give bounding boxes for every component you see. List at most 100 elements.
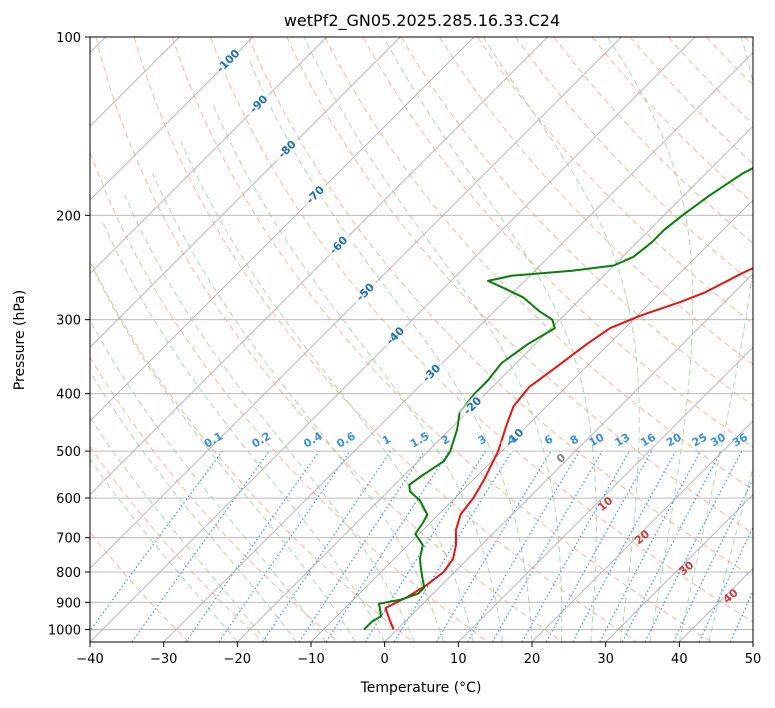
dry-adiabat-line — [90, 356, 339, 642]
y-tick-label: 600 — [56, 492, 81, 507]
dry-adiabat-line — [400, 37, 753, 407]
mixing-ratio-label: 0.4 — [301, 429, 325, 450]
dry-adiabat-line — [90, 150, 488, 642]
moist-adiabat-line — [124, 195, 415, 642]
mixing-ratio-line — [262, 450, 392, 642]
mixing-ratio-line — [298, 450, 425, 642]
mixing-ratio-label: 0.1 — [202, 430, 225, 451]
moist-adiabat-line — [249, 61, 533, 642]
isotherm-line — [90, 37, 327, 275]
x-tick-label: 50 — [745, 652, 762, 667]
x-tick-label: −20 — [224, 652, 251, 667]
dewpoint-line — [363, 167, 753, 631]
mixing-ratio-line — [131, 450, 270, 642]
isotherm-line — [163, 52, 753, 642]
moist-adiabat-line — [90, 416, 268, 642]
x-tick-label: 20 — [524, 652, 541, 667]
mixing-ratio-label: 3 — [476, 433, 489, 448]
mixing-ratio-label: 0.2 — [250, 430, 273, 451]
mixing-ratio-label: 6 — [542, 432, 555, 447]
mixing-ratio-line — [364, 450, 486, 642]
isotherm-line — [90, 37, 254, 201]
y-tick-label: 100 — [56, 31, 81, 46]
dry-adiabat-line — [133, 37, 638, 642]
mixing-ratio-line — [185, 450, 320, 642]
y-tick-label: 900 — [56, 596, 81, 611]
dry-adiabat-line — [668, 37, 753, 125]
label-backdrop — [272, 134, 303, 165]
moist-adiabat-line — [303, 37, 563, 642]
mixing-ratio-label: 1.5 — [408, 430, 431, 451]
mixing-ratio-line — [672, 478, 753, 642]
moist-adiabat-line — [212, 104, 503, 642]
y-tick-label: 500 — [56, 445, 81, 460]
isotherm-line — [384, 273, 753, 642]
y-tick-label: 400 — [56, 388, 81, 403]
dry-adiabat-line — [95, 37, 563, 642]
mixing-ratio-label: 36 — [730, 430, 750, 449]
x-tick-label: −40 — [76, 652, 103, 667]
mixing-ratio-label: 30 — [708, 430, 728, 449]
mixing-ratio-line — [90, 450, 223, 632]
dry-adiabat-line — [744, 37, 753, 47]
moist-adiabat-line — [90, 260, 356, 642]
y-tick-label: 300 — [56, 314, 81, 329]
moist-adiabat-line — [607, 37, 694, 642]
dry-adiabat-line — [248, 37, 753, 578]
dry-adiabat-line — [90, 259, 414, 642]
x-tick-label: −10 — [297, 652, 324, 667]
y-tick-label: 200 — [56, 209, 81, 224]
x-tick-label: 40 — [671, 652, 688, 667]
moist-adiabat-label: 30 — [676, 558, 696, 578]
y-axis: 100 200 300 400 500 600 700 800 900 1000 — [48, 31, 90, 638]
dry-adiabat-line — [286, 37, 753, 534]
x-tick-label: 10 — [450, 652, 467, 667]
mixing-ratio-line — [218, 450, 351, 642]
isotherm-line — [90, 37, 622, 569]
label-backdrop — [500, 423, 530, 453]
label-backdrop — [458, 391, 488, 422]
mixing-ratio-line — [521, 450, 631, 642]
mixing-ratio-label: 2 — [439, 433, 452, 448]
label-backdrop — [417, 358, 447, 389]
x-axis: −40 −30 −20 −10 0 10 20 30 40 50 — [76, 642, 761, 667]
dry-adiabat-line — [90, 445, 264, 642]
isotherm-line — [237, 125, 753, 642]
mixing-ratio-label: 13 — [612, 431, 632, 450]
x-axis-title: Temperature (°C) — [360, 680, 482, 696]
moist-adiabat-label: 0 — [554, 451, 568, 466]
mixing-ratio-label: 25 — [690, 431, 710, 450]
series-lines — [363, 167, 753, 631]
dry-adiabat-line — [171, 37, 712, 642]
isotherm-line — [605, 494, 753, 642]
moist-adiabat-label: 40 — [721, 586, 741, 606]
y-axis-title: Pressure (hPa) — [12, 290, 28, 390]
mixing-ratio-label: 0.6 — [334, 429, 358, 450]
plot-frame — [89, 36, 754, 643]
moist-adiabat-line — [90, 458, 238, 642]
mixing-ratio-label: 1 — [380, 433, 393, 448]
moist-adiabat-line — [152, 173, 445, 642]
dry-adiabat-line — [553, 37, 753, 244]
dry-adiabat-line — [438, 37, 753, 366]
isotherm-line — [458, 346, 753, 642]
y-tick-label: 800 — [56, 566, 81, 581]
x-tick-label: −30 — [150, 652, 177, 667]
mixing-ratio-line — [599, 450, 702, 642]
label-backdrop — [244, 89, 275, 120]
moist-adiabat-line — [102, 221, 386, 642]
isotherm-line — [310, 199, 753, 642]
moist-adiabat-label: 10 — [595, 494, 615, 514]
moist-adiabat-line — [383, 37, 597, 642]
y-tick-label: 1000 — [48, 623, 81, 638]
y-tick-label: 700 — [56, 532, 81, 547]
isotherm-line — [90, 37, 548, 496]
moist-adiabat-line — [708, 466, 753, 642]
label-backdrop — [213, 46, 244, 77]
moist-adiabat-line — [90, 319, 327, 642]
isotherm-line — [752, 641, 753, 642]
label-backdrop — [300, 180, 331, 211]
dry-adiabat-line — [210, 37, 753, 623]
mixing-ratio-line — [572, 450, 677, 642]
moist-adiabat-line — [90, 370, 297, 642]
